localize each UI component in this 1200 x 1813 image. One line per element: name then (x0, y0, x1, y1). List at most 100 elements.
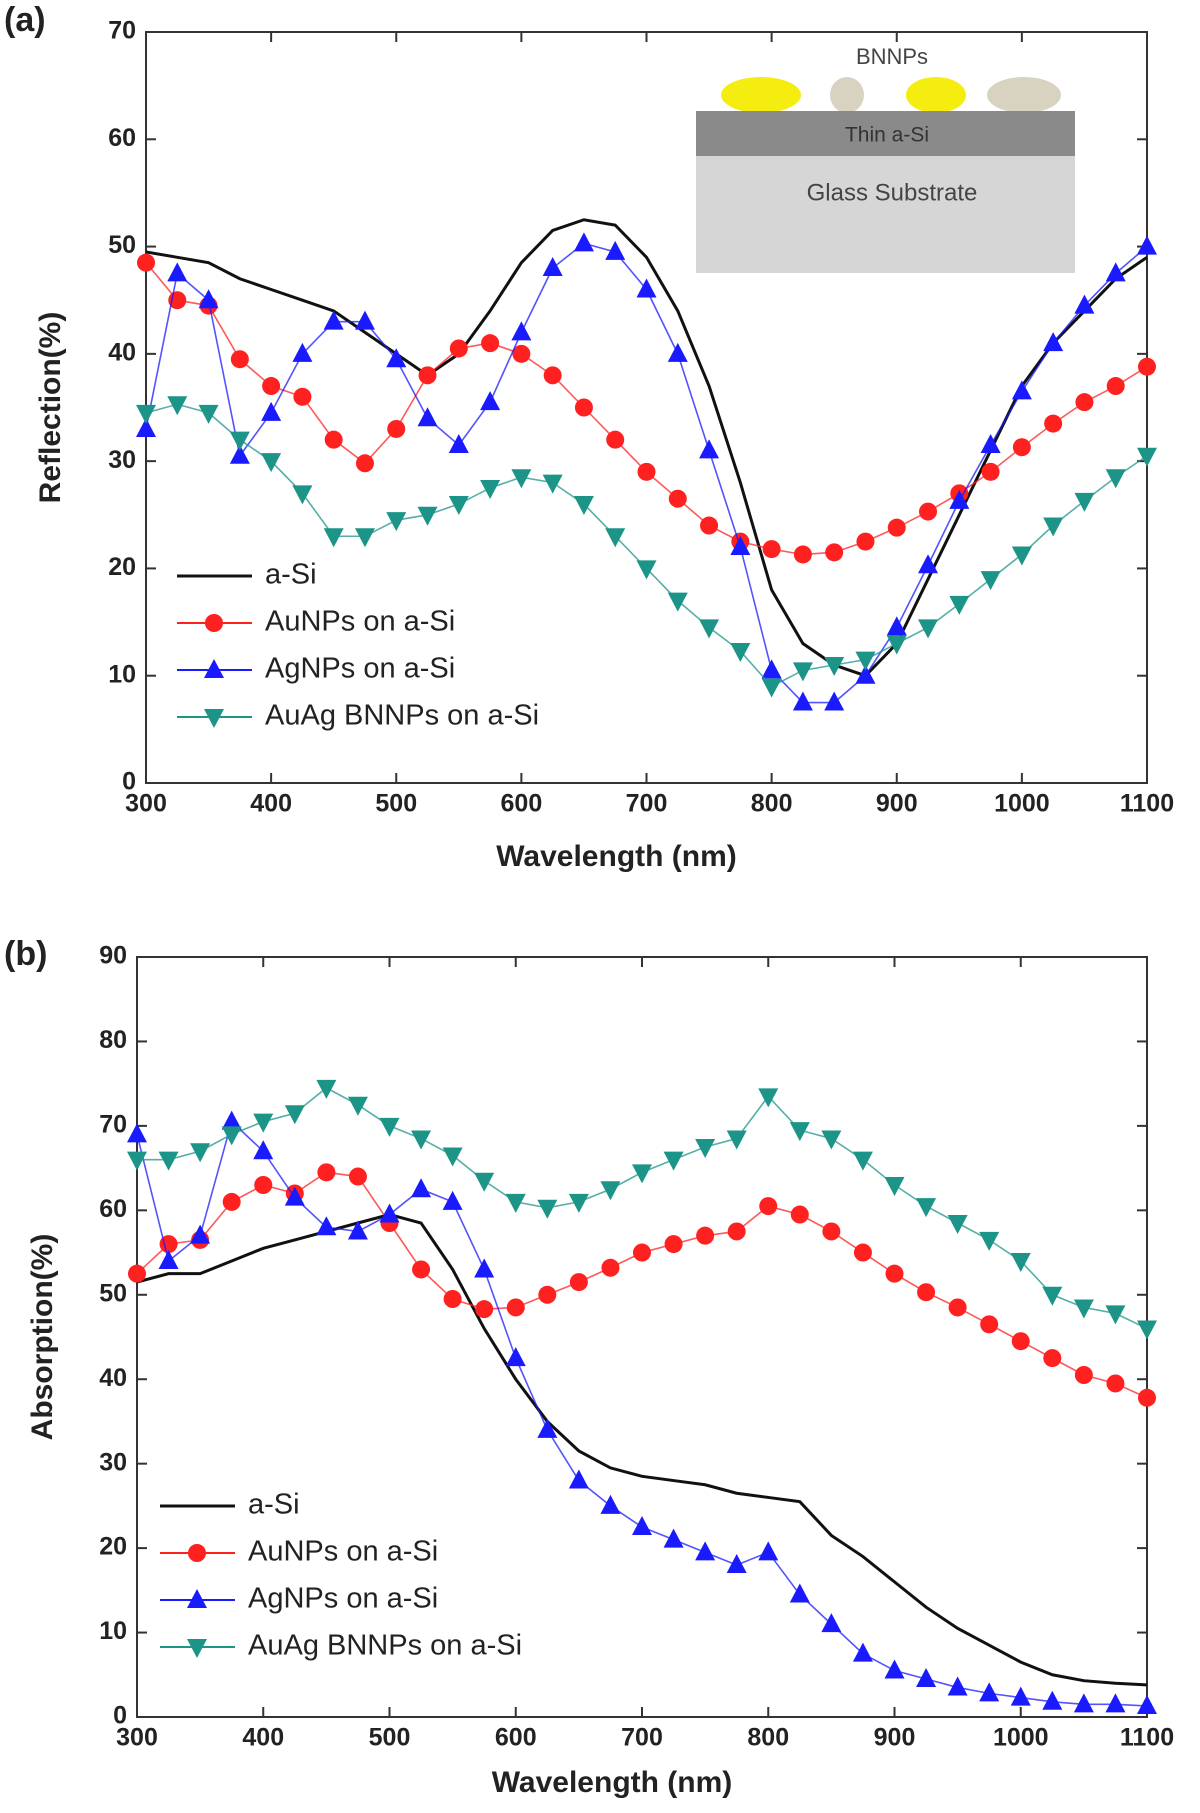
marker (1106, 377, 1125, 396)
marker (761, 678, 782, 698)
y-tick-label: 40 (99, 1364, 127, 1392)
marker (919, 502, 938, 521)
inset-label: Thin a-Si (845, 124, 929, 147)
legend-marker (205, 614, 223, 632)
marker (600, 1494, 621, 1514)
series-line (145, 218, 1148, 678)
marker (222, 1192, 241, 1211)
marker (574, 398, 593, 417)
marker (824, 656, 845, 676)
gold-particle (906, 77, 966, 113)
x-tick-label: 600 (501, 790, 543, 818)
marker (600, 1181, 621, 1201)
marker (606, 430, 625, 449)
y-tick-label: 70 (99, 1110, 127, 1138)
legend-marker (187, 1639, 207, 1658)
marker (262, 377, 281, 396)
y-tick-label: 0 (122, 768, 136, 796)
marker (605, 240, 626, 260)
marker (316, 1079, 337, 1099)
marker (137, 253, 155, 272)
x-tick-label: 300 (125, 790, 167, 818)
marker (980, 1315, 999, 1334)
marker (253, 1113, 274, 1133)
marker (480, 391, 501, 411)
marker (573, 232, 594, 252)
marker (254, 1176, 273, 1194)
marker (825, 543, 844, 562)
y-tick-label: 90 (99, 942, 127, 970)
y-tick-label: 20 (99, 1533, 127, 1561)
y-axis-title: Absorption(%) (26, 1234, 59, 1441)
marker (918, 619, 939, 639)
marker (855, 651, 876, 671)
marker (538, 1285, 557, 1304)
chart: 300 400 500 600 700 800 900 1000 1100 0 10 20 30 40 50… (4, 935, 1174, 1799)
marker (1105, 1693, 1126, 1713)
marker (884, 1177, 905, 1196)
y-tick-label: 60 (108, 124, 136, 152)
marker (284, 1186, 305, 1206)
marker (411, 1178, 432, 1198)
marker (229, 444, 250, 464)
marker (537, 1199, 558, 1219)
marker (1106, 1374, 1125, 1393)
marker (474, 1258, 495, 1278)
marker (821, 1613, 842, 1633)
y-tick-label: 50 (99, 1279, 127, 1307)
marker (979, 1682, 1000, 1702)
marker (637, 462, 656, 481)
inset-label: BNNPs (856, 44, 928, 69)
marker (1137, 235, 1157, 255)
marker (949, 489, 970, 509)
marker (699, 619, 720, 639)
marker (789, 1122, 810, 1142)
marker (948, 1298, 967, 1317)
marker (569, 1273, 588, 1292)
marker (511, 321, 532, 341)
marker (198, 289, 219, 309)
marker (127, 1151, 147, 1171)
marker (1011, 546, 1032, 566)
marker (379, 1117, 400, 1137)
marker (853, 1243, 872, 1262)
marker (323, 310, 344, 330)
inset-diagram: BNNPs Thin a-Si Glass Substrate (696, 44, 1075, 273)
marker (726, 1130, 747, 1150)
legend-label: AuNPs on a-Si (265, 606, 455, 638)
marker (1137, 1695, 1157, 1715)
marker (449, 339, 468, 358)
marker (412, 1260, 431, 1279)
marker (980, 434, 1001, 454)
y-tick-label: 40 (108, 338, 136, 366)
marker (822, 1222, 841, 1241)
marker (1010, 1253, 1031, 1272)
marker (347, 1096, 368, 1116)
x-tick-label: 1100 (1120, 790, 1174, 818)
legend-marker (204, 709, 224, 728)
legend-label: AuAg BNNPs on a-Si (265, 700, 539, 732)
marker (386, 348, 407, 368)
marker (789, 1583, 810, 1603)
silver-particle (830, 77, 864, 113)
marker (253, 1140, 274, 1160)
marker (917, 1283, 936, 1302)
y-tick-label: 60 (99, 1195, 127, 1223)
marker (411, 1130, 432, 1150)
x-tick-label: 900 (876, 790, 918, 818)
marker (136, 417, 156, 437)
marker (355, 454, 374, 473)
marker (700, 516, 719, 535)
marker (1105, 262, 1126, 282)
marker (758, 1088, 779, 1108)
marker (317, 1163, 336, 1182)
marker (792, 662, 813, 682)
marker (981, 462, 1000, 481)
marker (573, 496, 594, 516)
marker (947, 1215, 968, 1234)
marker (167, 396, 188, 416)
marker (568, 1469, 589, 1489)
y-tick-label: 10 (108, 660, 136, 688)
marker (1011, 1332, 1030, 1351)
x-tick-label: 400 (242, 1724, 284, 1752)
